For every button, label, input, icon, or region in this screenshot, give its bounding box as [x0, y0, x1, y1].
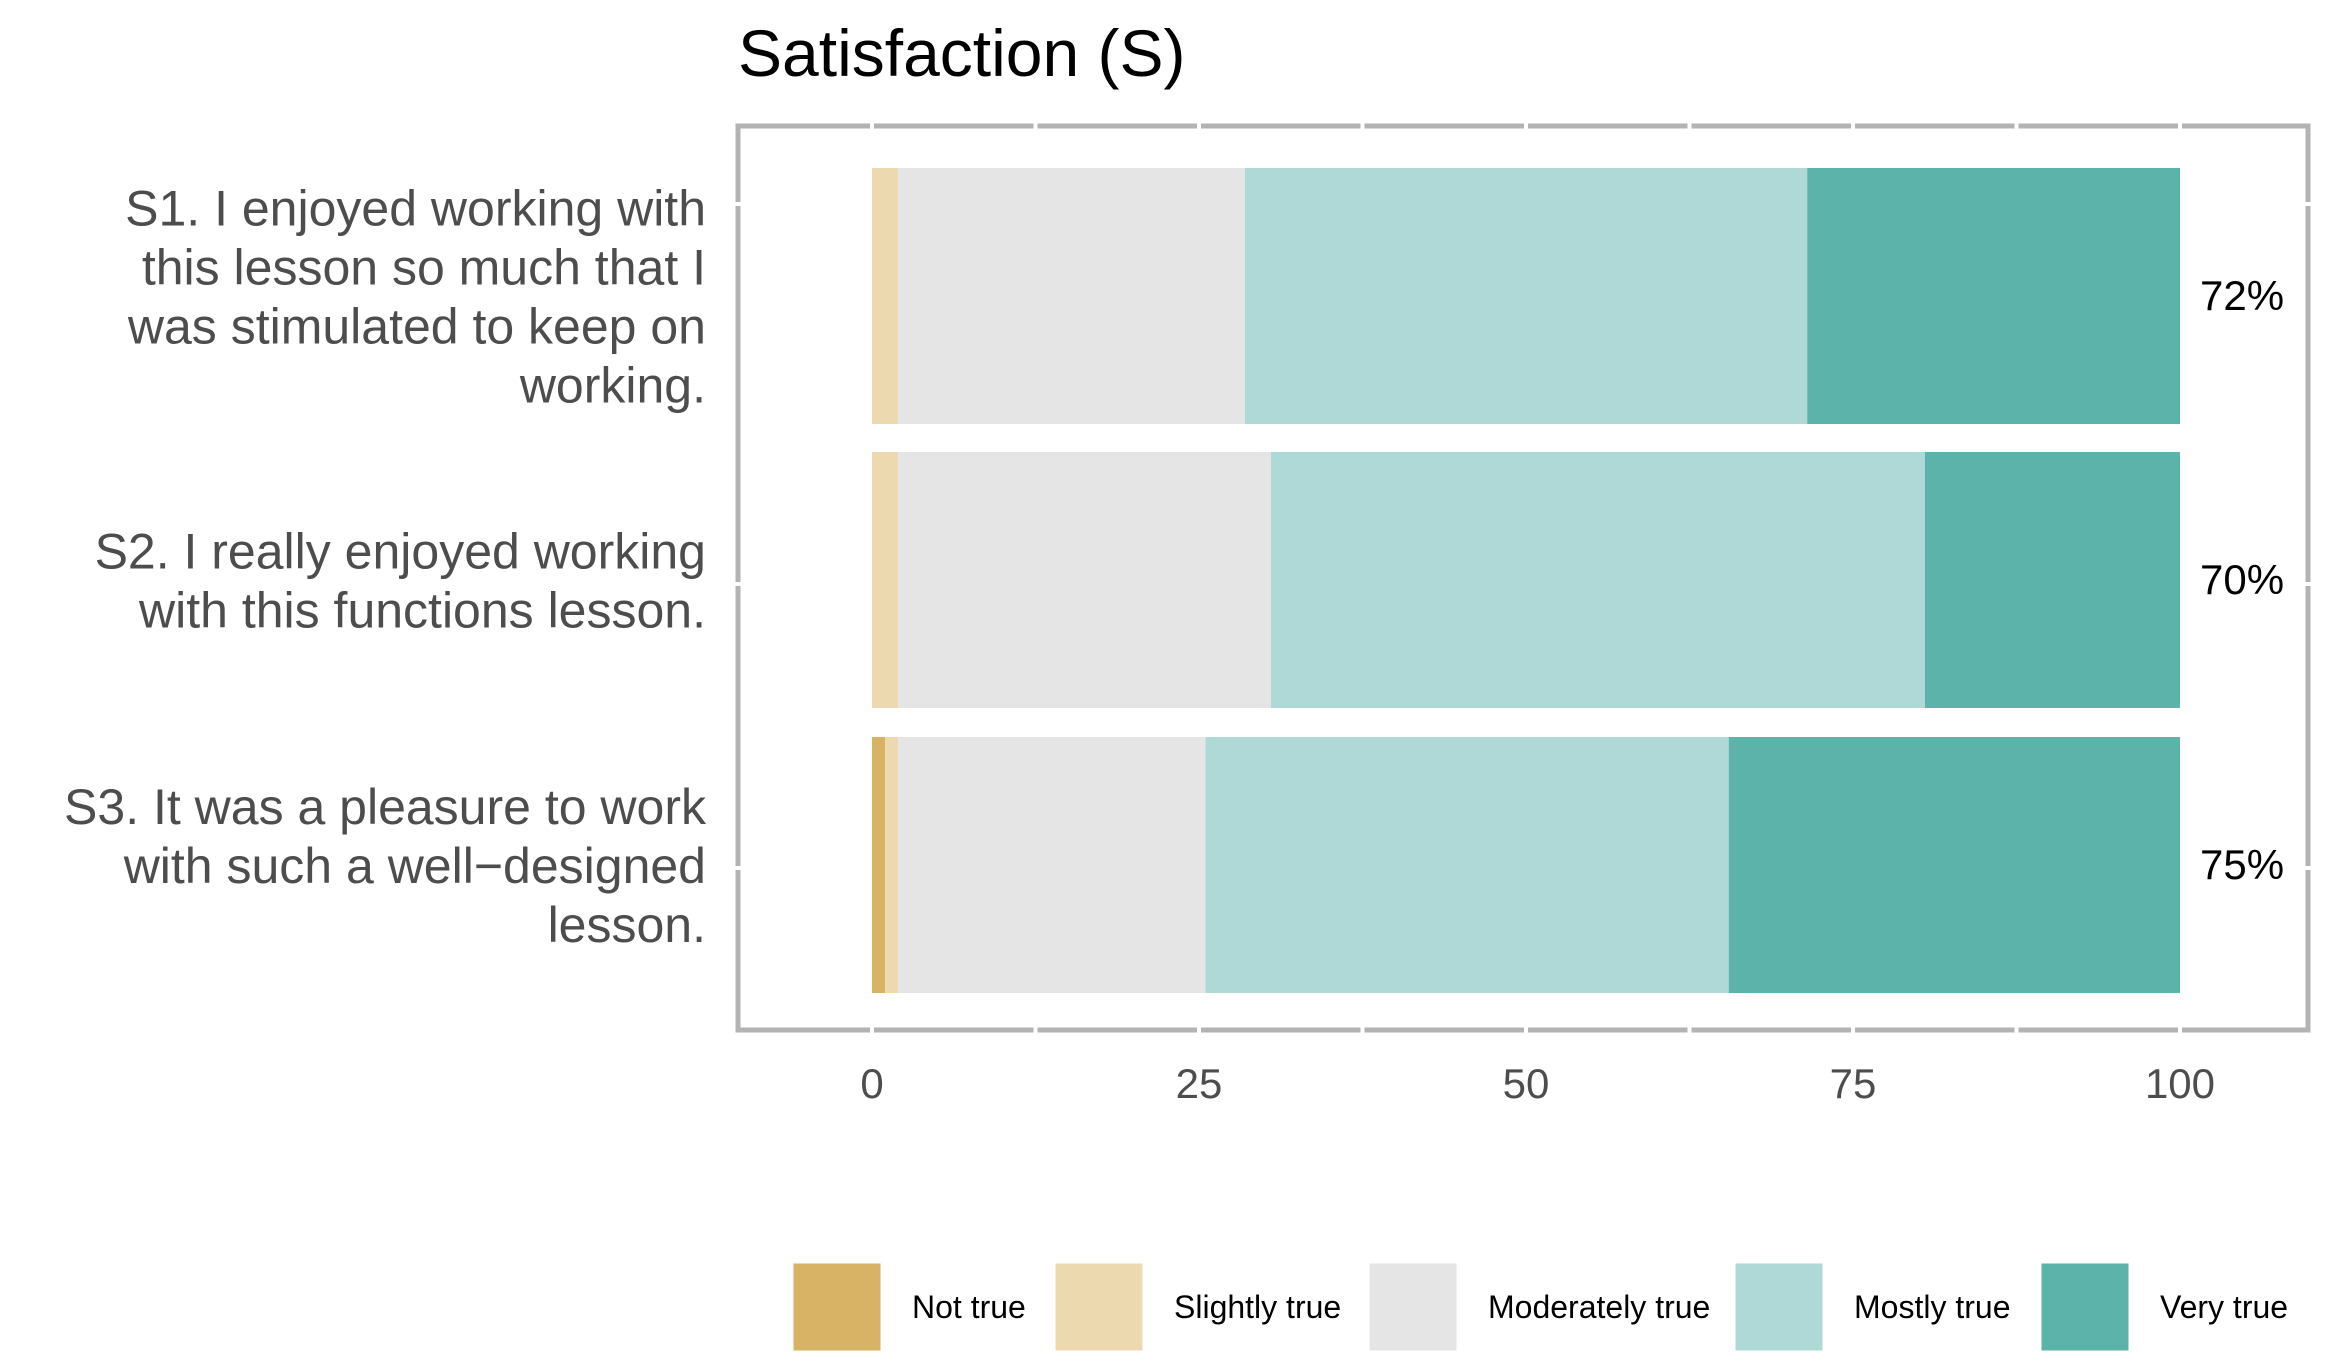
legend-key-moderately-true	[1366, 1260, 1460, 1354]
legend-key-not-true	[790, 1260, 884, 1354]
y-category-label-1: was stimulated to keep on	[127, 299, 706, 355]
bar-slightly-true-2	[872, 452, 899, 708]
y-category-label-1: working.	[519, 358, 706, 414]
y-category-label-3: lesson.	[548, 897, 706, 953]
legend-key-mostly-true	[1732, 1260, 1826, 1354]
bar-mostly-true-2	[1270, 452, 1925, 708]
y-category-label-1: this lesson so much that I	[142, 240, 706, 296]
legend-key-slightly-true	[1052, 1260, 1146, 1354]
y-category-label-2: with this functions lesson.	[138, 583, 706, 639]
bar-very-true-1	[1807, 168, 2180, 424]
bar-moderately-true-3	[898, 737, 1206, 993]
y-category-label-1: S1. I enjoyed working with	[125, 181, 706, 237]
percent-label-2: 70%	[2200, 556, 2284, 603]
y-category-label-2: S2. I really enjoyed working	[95, 524, 706, 580]
legend: Not true Slightly true Moderately true Most…	[790, 1260, 2288, 1354]
bar-slightly-true-3	[885, 737, 899, 993]
axis-ticks: 0 25 50 75 100	[734, 122, 2312, 1107]
bar-mostly-true-3	[1205, 737, 1729, 993]
bar-very-true-2	[1924, 452, 2180, 708]
legend-label-slightly-true: Slightly true	[1174, 1289, 1341, 1325]
bar-not-true-3	[872, 737, 886, 993]
bar-moderately-true-2	[898, 452, 1271, 708]
percent-label-1: 72%	[2200, 272, 2284, 319]
x-tick-label: 0	[860, 1060, 883, 1107]
right-labels: 72% 70% 75%	[2200, 272, 2284, 888]
x-tick-label: 50	[1503, 1060, 1550, 1107]
y-category-label-3: with such a well−designed	[123, 838, 706, 894]
bar-slightly-true-1	[872, 168, 899, 424]
panel-border	[735, 123, 2311, 1033]
x-tick-label: 100	[2145, 1060, 2215, 1107]
chart-title: Satisfaction (S)	[738, 16, 1186, 90]
bar-mostly-true-1	[1244, 168, 1808, 424]
legend-key-very-true	[2038, 1260, 2132, 1354]
bars	[872, 168, 2180, 993]
x-tick-label: 75	[1830, 1060, 1877, 1107]
percent-label-3: 75%	[2200, 841, 2284, 888]
bar-very-true-3	[1728, 737, 2180, 993]
bar-moderately-true-1	[898, 168, 1245, 424]
y-category-label-3: S3. It was a pleasure to work	[64, 779, 707, 835]
legend-label-moderately-true: Moderately true	[1488, 1289, 1710, 1325]
x-tick-label: 25	[1176, 1060, 1223, 1107]
legend-label-very-true: Very true	[2160, 1289, 2288, 1325]
legend-label-mostly-true: Mostly true	[1854, 1289, 2010, 1325]
legend-label-not-true: Not true	[912, 1289, 1026, 1325]
